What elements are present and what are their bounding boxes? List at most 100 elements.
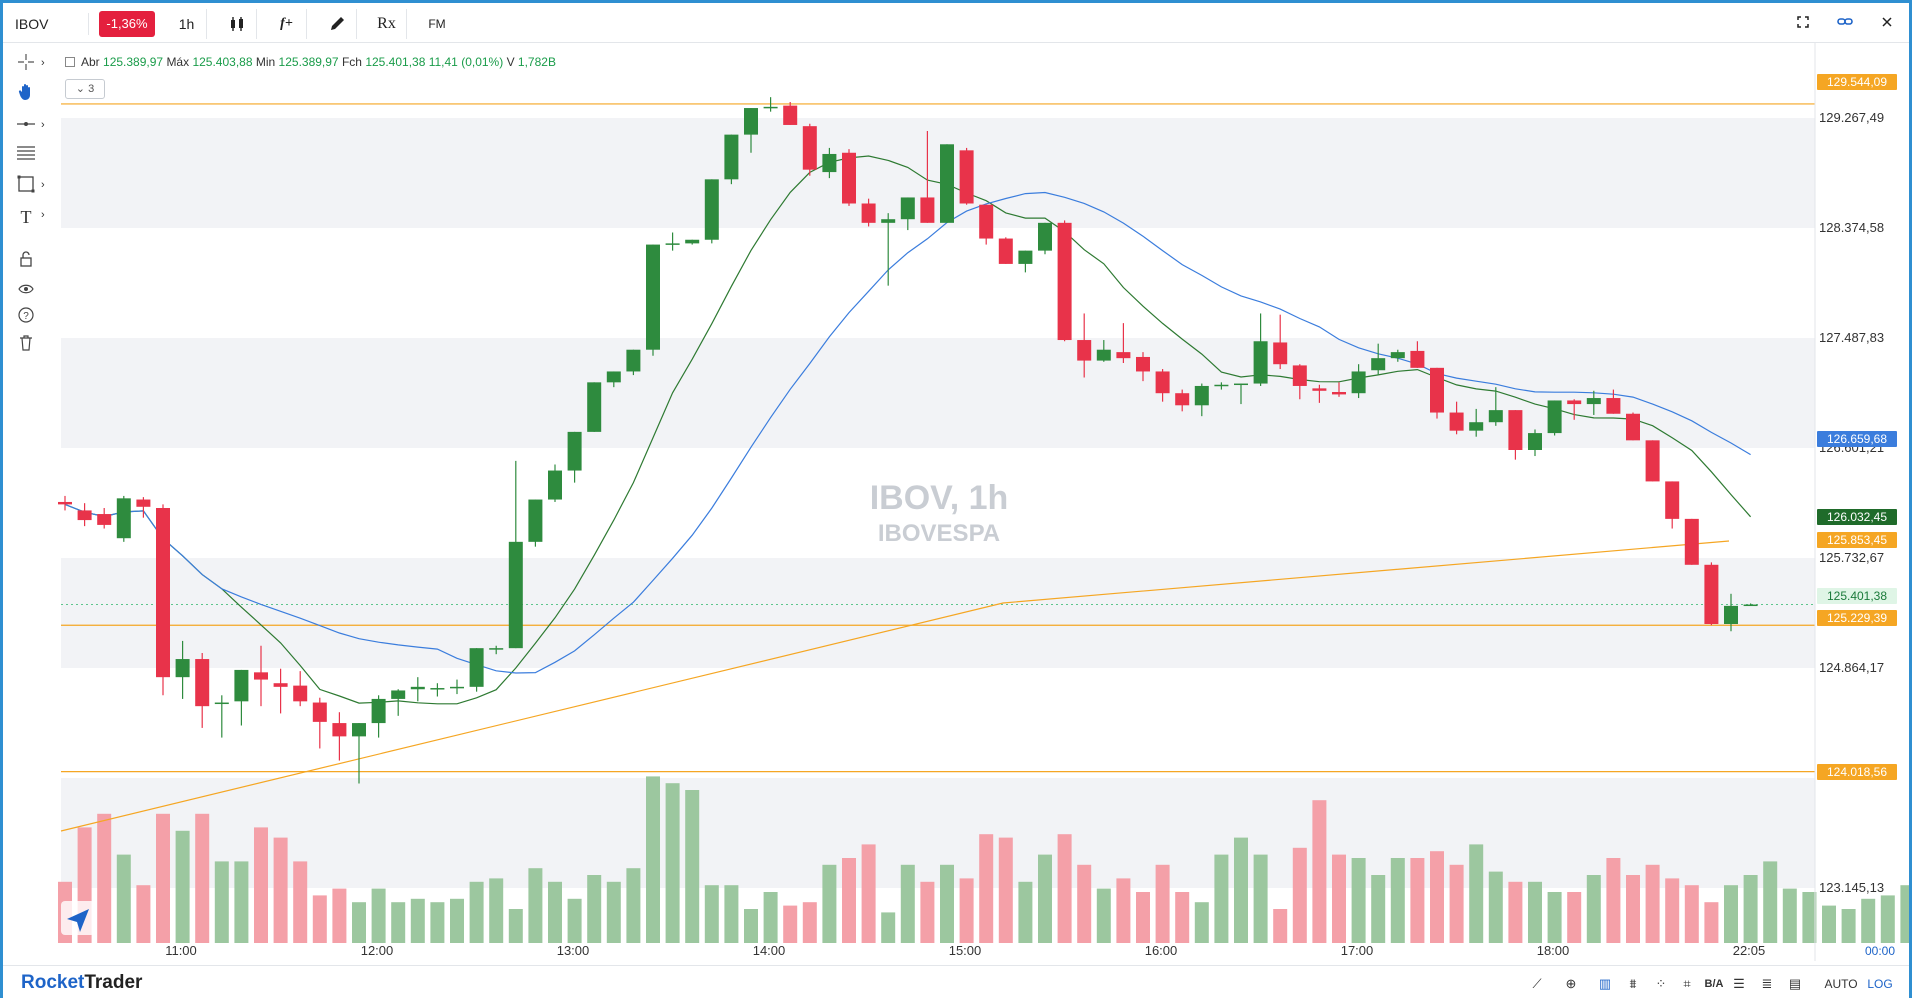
chevron-right-icon[interactable]: › [41,119,45,131]
chevron-right-icon[interactable]: › [41,57,45,69]
trash-icon[interactable] [13,335,39,359]
candle-body [1155,371,1170,394]
candle-body [665,243,680,245]
price-chart[interactable]: IBOV, 1h IBOVESPA 129.267,49128.374,5812… [3,3,1909,961]
volume-bar [410,898,425,943]
volume-bar [822,864,837,943]
volume-bar [1684,885,1699,943]
volume-bar [1626,875,1640,943]
candle-body [254,672,268,680]
close-icon[interactable] [1873,13,1901,35]
volume-bar [998,837,1013,943]
candle-body [58,501,72,505]
volume-bar [273,837,288,943]
fib-lines-icon[interactable] [13,145,39,169]
candle-body [156,508,170,678]
line-tool-icon[interactable] [13,115,39,139]
crosshair-icon[interactable] [13,53,39,77]
collapse-legend-icon[interactable] [65,57,75,67]
volume-bar [1292,847,1307,943]
blue-ma-tag: 126.659,68 [1827,432,1887,446]
watermark-subtitle: IBOVESPA [878,520,1000,547]
fm-button[interactable]: FM [428,17,446,31]
volume-bar [1586,875,1601,943]
high-value: 125.403,88 [192,55,253,69]
candlestick-icon[interactable] [217,9,257,39]
rx-button[interactable]: Rx [367,9,407,39]
navigate-arrow-icon[interactable] [61,901,95,935]
volume-bar [391,902,406,943]
blue-ma-tag-bg [1817,431,1897,447]
price-axis-label: 128.374,58 [1819,220,1884,235]
time-axis-label: 22:05 [1733,943,1766,958]
candle-body [1194,385,1209,406]
chart-band [61,338,1815,448]
volume-bar [1606,858,1621,943]
lock-icon[interactable] [13,251,39,275]
volume-bar [587,875,602,943]
orders-icon[interactable]: ≣ [1761,976,1773,991]
auto-scale-button[interactable]: AUTO [1824,977,1858,991]
time-axis-label: 11:00 [165,943,197,958]
candle-body [1057,222,1072,341]
volume-bar [1057,834,1072,943]
candle-body [1430,367,1444,413]
volume-bar [97,813,112,943]
log-scale-button[interactable]: LOG [1867,977,1893,991]
fullscreen-icon[interactable] [1789,13,1817,35]
indicators-collapse-button[interactable]: ⌄ 3 [65,79,105,99]
pencil-icon[interactable] [317,9,357,39]
bid-ask-button[interactable]: B/A [1704,978,1724,990]
volume-bar [1488,871,1503,943]
time-axis-label: 16:00 [1145,943,1178,958]
zoom-icon[interactable]: ⊕ [1565,976,1577,991]
candle-body [822,153,837,173]
symbol-field[interactable]: IBOV [11,13,89,35]
mid-line-tag: 125.229,39 [1827,611,1887,625]
volume-bar [1841,909,1856,943]
volume-bars-icon[interactable]: ▥ [1598,976,1612,991]
top-line-tag-bg [1817,74,1897,90]
text-tool-icon[interactable]: T [20,207,32,227]
candle-body [881,219,896,223]
low-line-tag: 124.018,56 [1827,765,1887,779]
candle-body [1449,412,1464,431]
last-price-tag-bg [1817,588,1897,604]
time-axis-label: 14:00 [753,943,786,958]
link-icon[interactable] [1831,13,1859,35]
indicators-button[interactable]: f+ [267,9,307,39]
volume-bar [136,885,151,943]
hand-icon[interactable] [13,83,39,107]
ruler-icon[interactable]: ⟋ [1532,976,1542,991]
volume-bar [606,881,621,943]
candle-body [1292,365,1307,386]
chevron-right-icon[interactable]: › [41,179,45,191]
last-price-tag: 125.401,38 [1827,589,1887,603]
panel-icon[interactable]: ▤ [1788,976,1802,991]
candle-body [606,371,621,383]
candle-body [998,238,1013,264]
eye-icon[interactable] [13,279,39,303]
candle-body [1390,352,1405,359]
volume-bar [900,864,915,943]
chart-line-icon[interactable]: ⩩ [1629,976,1637,991]
candle-body [97,514,112,525]
volume-bar [1822,905,1836,943]
close-value: 125.401,38 [365,55,426,69]
book-icon[interactable]: ⌗ [1683,976,1691,991]
list-icon[interactable]: ☰ [1733,976,1745,991]
candle-body [332,723,347,737]
help-icon[interactable]: ? [13,307,39,331]
candle-body [763,106,778,109]
volume-bar [940,864,954,943]
volume-bars [58,776,1909,943]
interval-button[interactable]: 1h [167,9,207,39]
volume-bar [293,861,308,943]
grid-icon[interactable]: ⁘ [1655,976,1667,991]
volume-bar [1430,851,1444,943]
volume-bar [1018,881,1033,943]
chart-band [61,558,1815,668]
chevron-right-icon[interactable]: › [41,209,45,221]
rectangle-icon[interactable] [13,175,39,199]
volume-bar [1567,892,1582,943]
